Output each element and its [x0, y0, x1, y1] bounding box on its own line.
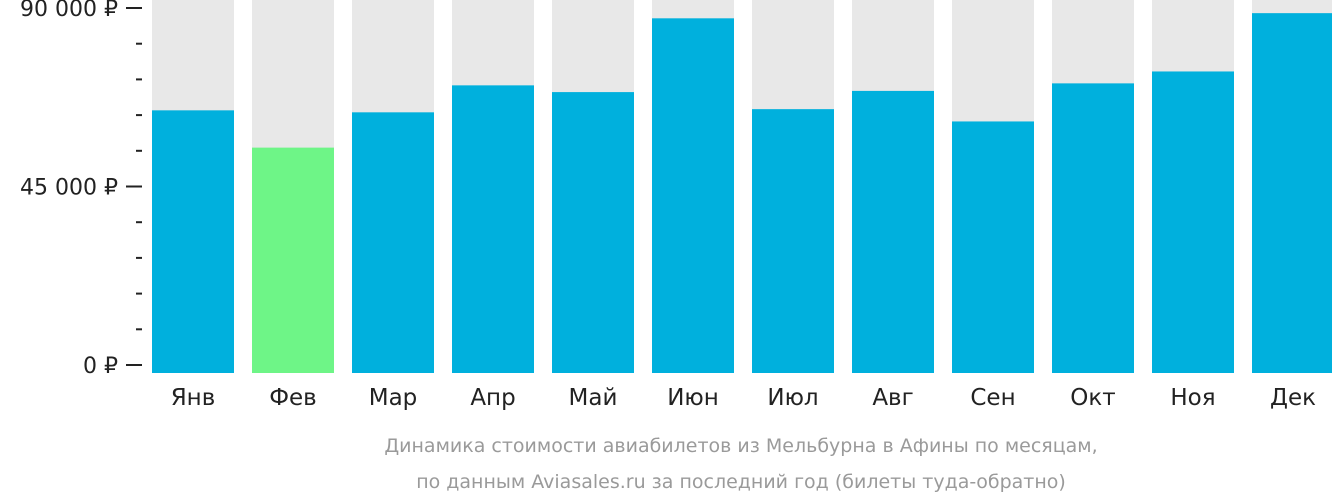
bar [352, 112, 434, 373]
chart-caption-line-2: по данным Aviasales.ru за последний год … [416, 471, 1066, 493]
bar [852, 90, 934, 374]
x-tick-label: Фев [269, 385, 317, 411]
bar [452, 85, 534, 373]
x-tick-label: Май [569, 385, 618, 411]
x-tick-label: Июл [767, 385, 818, 411]
bar [752, 109, 834, 374]
x-tick-label: Сен [970, 385, 1015, 411]
bar [252, 147, 334, 373]
x-tick-label: Ноя [1170, 385, 1215, 411]
y-tick-label: 0 ₽ [83, 354, 118, 379]
x-tick-label: Янв [171, 385, 216, 411]
x-tick-label: Апр [470, 385, 515, 411]
bar [152, 110, 234, 373]
bar [1152, 71, 1234, 373]
y-tick-label: 90 000 ₽ [20, 0, 118, 22]
y-axis: 0 ₽ 45 000 ₽ 90 000 ₽ [20, 0, 142, 379]
bar [1052, 83, 1134, 373]
x-tick-label: Июн [667, 385, 719, 411]
bar [1252, 13, 1332, 373]
x-tick-label: Авг [872, 385, 913, 411]
x-tick-label: Дек [1270, 385, 1316, 411]
x-tick-label: Окт [1070, 385, 1115, 411]
bar-layer [152, 13, 1332, 374]
x-axis: Янв Фев Мар Апр Май Июн Июл Авг Сен Окт Ноя Дек [171, 385, 1316, 411]
bar [552, 92, 634, 374]
bar [652, 18, 734, 374]
y-tick-label: 45 000 ₽ [20, 176, 118, 201]
x-tick-label: Мар [369, 385, 418, 411]
bar [952, 121, 1034, 374]
chart-caption-line-1: Динамика стоимости авиабилетов из Мельбу… [384, 435, 1097, 457]
